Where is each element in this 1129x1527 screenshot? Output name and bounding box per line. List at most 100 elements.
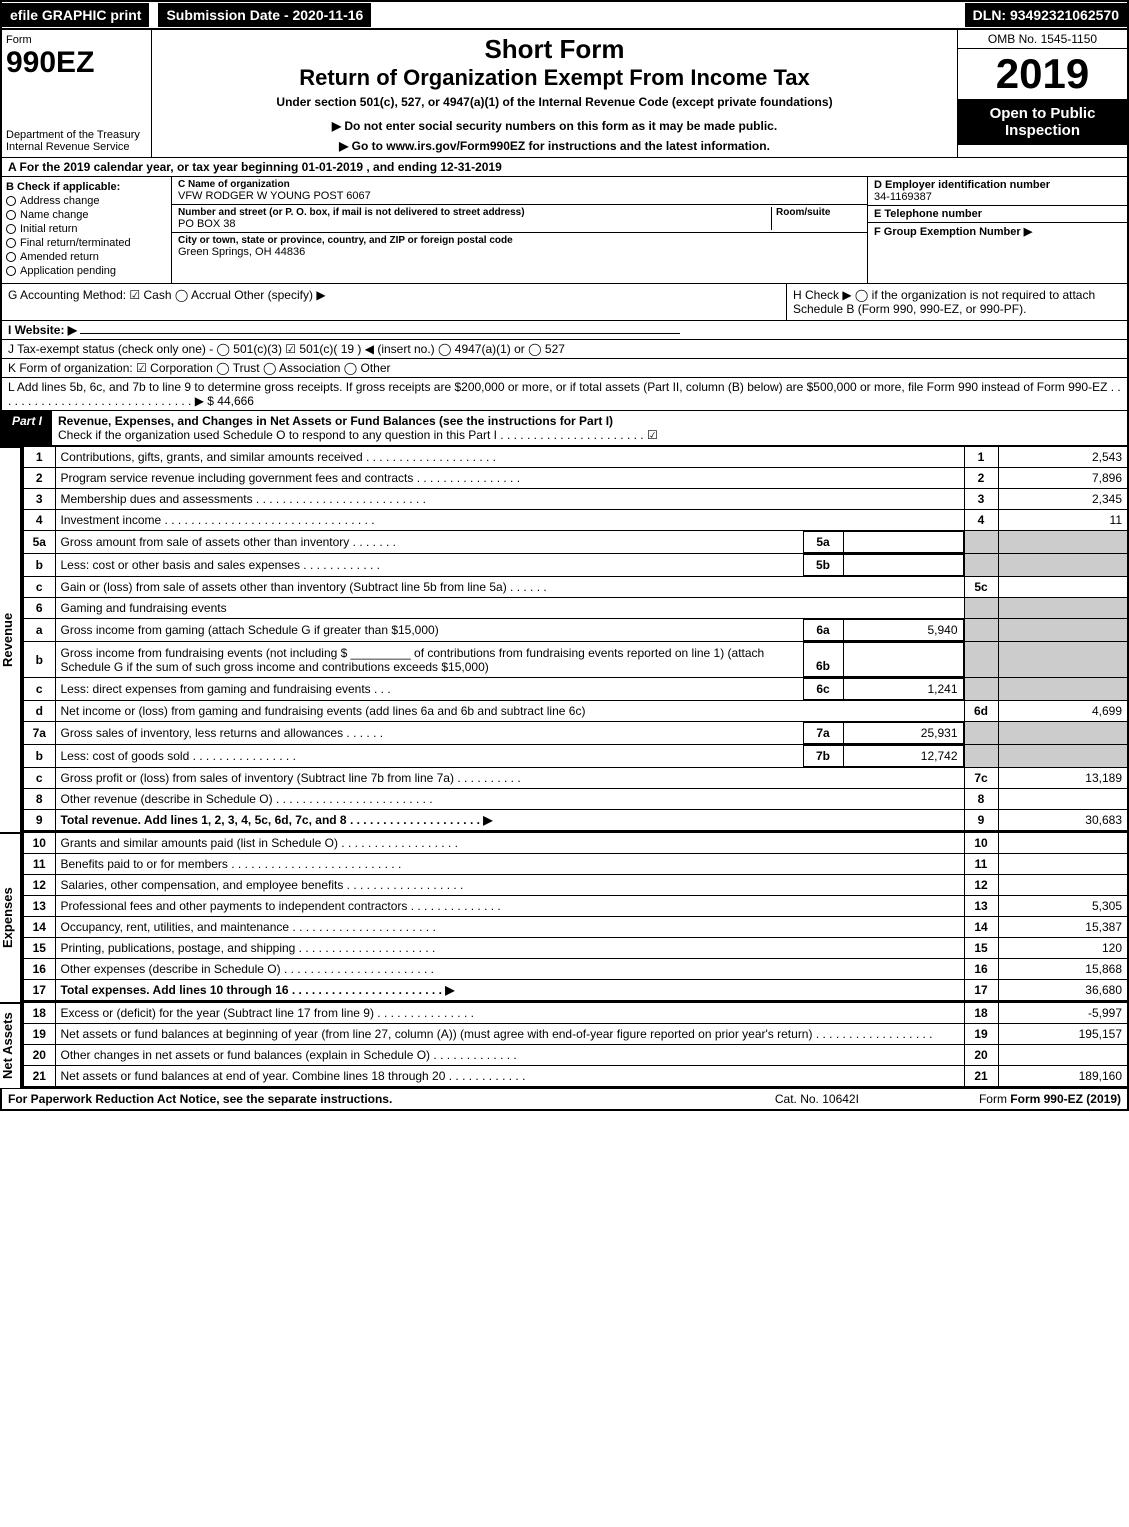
open-inspection-box: Open to Public Inspection — [958, 99, 1127, 145]
line-19: 19Net assets or fund balances at beginni… — [23, 1024, 1128, 1045]
group-exempt-cell: F Group Exemption Number ▶ — [868, 223, 1127, 240]
dln-badge: DLN: 93492321062570 — [965, 3, 1127, 27]
tax-exempt-status: J Tax-exempt status (check only one) - ◯… — [0, 340, 1129, 359]
line-9: 9Total revenue. Add lines 1, 2, 3, 4, 5c… — [23, 810, 1128, 832]
part1-tag: Part I — [2, 411, 52, 445]
org-city-cell: City or town, state or province, country… — [172, 233, 867, 260]
ein-label: D Employer identification number — [874, 179, 1121, 191]
line-6: 6Gaming and fundraising events — [23, 598, 1128, 619]
line-5b: bLess: cost or other basis and sales exp… — [23, 554, 1128, 577]
line-21: 21Net assets or fund balances at end of … — [23, 1066, 1128, 1088]
ein-cell: D Employer identification number 34-1169… — [868, 177, 1127, 206]
main-title: Return of Organization Exempt From Incom… — [160, 65, 949, 91]
city-label: City or town, state or province, country… — [178, 235, 861, 246]
line-6d: dNet income or (loss) from gaming and fu… — [23, 701, 1128, 722]
line-17: 17Total expenses. Add lines 10 through 1… — [23, 980, 1128, 1002]
line-8: 8Other revenue (describe in Schedule O) … — [23, 789, 1128, 810]
revenue-section: Revenue 1Contributions, gifts, grants, a… — [0, 446, 1129, 832]
form-of-organization: K Form of organization: ☑ Corporation ◯ … — [0, 359, 1129, 378]
line-10: 10Grants and similar amounts paid (list … — [23, 833, 1128, 854]
page-footer: For Paperwork Reduction Act Notice, see … — [0, 1088, 1129, 1111]
line-13: 13Professional fees and other payments t… — [23, 896, 1128, 917]
tax-year: 2019 — [958, 49, 1127, 99]
line-6a: aGross income from gaming (attach Schedu… — [23, 619, 1128, 642]
opt-amended-return[interactable]: Amended return — [6, 251, 167, 263]
line-16: 16Other expenses (describe in Schedule O… — [23, 959, 1128, 980]
opt-name-change[interactable]: Name change — [6, 209, 167, 221]
line-6b: bGross income from fundraising events (n… — [23, 642, 1128, 678]
phone-label: E Telephone number — [874, 208, 1121, 220]
omb-number: OMB No. 1545-1150 — [958, 30, 1127, 49]
short-form-title: Short Form — [160, 34, 949, 65]
line-7c: cGross profit or (loss) from sales of in… — [23, 768, 1128, 789]
org-name-cell: C Name of organization VFW RODGER W YOUN… — [172, 177, 867, 205]
line-20: 20Other changes in net assets or fund ba… — [23, 1045, 1128, 1066]
line-7a: 7aGross sales of inventory, less returns… — [23, 722, 1128, 745]
paperwork-notice: For Paperwork Reduction Act Notice, see … — [8, 1092, 775, 1106]
city-value: Green Springs, OH 44836 — [178, 246, 861, 258]
website-label: I Website: ▶ — [8, 323, 77, 337]
org-name: VFW RODGER W YOUNG POST 6067 — [178, 190, 861, 202]
form-footer-label: Form Form 990-EZ (2019) — [979, 1092, 1121, 1106]
ein-phone-group: D Employer identification number 34-1169… — [867, 177, 1127, 283]
website-line: I Website: ▶ — [0, 321, 1129, 340]
line-12: 12Salaries, other compensation, and empl… — [23, 875, 1128, 896]
group-exempt-label: F Group Exemption Number ▶ — [874, 226, 1032, 238]
expenses-section: Expenses 10Grants and similar amounts pa… — [0, 832, 1129, 1002]
col-b-header: B Check if applicable: — [6, 181, 167, 193]
efile-badge[interactable]: efile GRAPHIC print — [2, 3, 149, 27]
check-applicable: B Check if applicable: Address change Na… — [2, 177, 172, 283]
line-4: 4Investment income . . . . . . . . . . .… — [23, 510, 1128, 531]
line-14: 14Occupancy, rent, utilities, and mainte… — [23, 917, 1128, 938]
opt-initial-return[interactable]: Initial return — [6, 223, 167, 235]
line-5c: cGain or (loss) from sale of assets othe… — [23, 577, 1128, 598]
form-word: Form — [6, 34, 147, 46]
street-label: Number and street (or P. O. box, if mail… — [178, 207, 771, 218]
instructions-link[interactable]: ▶ Go to www.irs.gov/Form990EZ for instru… — [160, 139, 949, 153]
netassets-vlabel: Net Assets — [0, 1002, 22, 1088]
ssn-warning: ▶ Do not enter social security numbers o… — [160, 119, 949, 133]
line-15: 15Printing, publications, postage, and s… — [23, 938, 1128, 959]
part1-check-line: Check if the organization used Schedule … — [58, 428, 658, 442]
header-left: Form 990EZ Department of the Treasury In… — [2, 30, 152, 157]
line-11: 11Benefits paid to or for members . . . … — [23, 854, 1128, 875]
revenue-table: 1Contributions, gifts, grants, and simil… — [22, 446, 1129, 832]
dept-irs: Internal Revenue Service — [6, 141, 147, 153]
gross-receipts-line: L Add lines 5b, 6c, and 7b to line 9 to … — [0, 378, 1129, 411]
part1-title: Revenue, Expenses, and Changes in Net As… — [52, 411, 1127, 445]
expenses-vlabel: Expenses — [0, 832, 22, 1002]
line-6c: cLess: direct expenses from gaming and f… — [23, 678, 1128, 701]
cat-no: Cat. No. 10642I — [775, 1092, 859, 1106]
line-18: 18Excess or (deficit) for the year (Subt… — [23, 1003, 1128, 1024]
org-info-block: B Check if applicable: Address change Na… — [0, 177, 1129, 284]
form-number: 990EZ — [6, 46, 147, 80]
header-right: OMB No. 1545-1150 2019 Open to Public In… — [957, 30, 1127, 157]
phone-cell: E Telephone number — [868, 206, 1127, 223]
org-name-address: C Name of organization VFW RODGER W YOUN… — [172, 177, 867, 283]
opt-address-change[interactable]: Address change — [6, 195, 167, 207]
opt-final-return[interactable]: Final return/terminated — [6, 237, 167, 249]
line-3: 3Membership dues and assessments . . . .… — [23, 489, 1128, 510]
street-value: PO BOX 38 — [178, 218, 771, 230]
room-label: Room/suite — [776, 207, 861, 218]
header-center: Short Form Return of Organization Exempt… — [152, 30, 957, 157]
form-header: Form 990EZ Department of the Treasury In… — [0, 28, 1129, 158]
revenue-vlabel: Revenue — [0, 446, 22, 832]
schedule-b-check: H Check ▶ ◯ if the organization is not r… — [787, 284, 1127, 320]
netassets-section: Net Assets 18Excess or (deficit) for the… — [0, 1002, 1129, 1088]
netassets-table: 18Excess or (deficit) for the year (Subt… — [22, 1002, 1129, 1088]
dept-treasury: Department of the Treasury — [6, 129, 147, 141]
line-7b: bLess: cost of goods sold . . . . . . . … — [23, 745, 1128, 768]
tax-year-line: A For the 2019 calendar year, or tax yea… — [0, 158, 1129, 177]
line-1: 1Contributions, gifts, grants, and simil… — [23, 447, 1128, 468]
top-bar: efile GRAPHIC print Submission Date - 20… — [0, 0, 1129, 28]
expenses-table: 10Grants and similar amounts paid (list … — [22, 832, 1129, 1002]
subtitle: Under section 501(c), 527, or 4947(a)(1)… — [160, 95, 949, 109]
line-2: 2Program service revenue including gover… — [23, 468, 1128, 489]
line-5a: 5aGross amount from sale of assets other… — [23, 531, 1128, 554]
org-street-cell: Number and street (or P. O. box, if mail… — [172, 205, 867, 233]
accounting-schedule-row: G Accounting Method: ☑ Cash ◯ Accrual Ot… — [0, 284, 1129, 321]
accounting-method: G Accounting Method: ☑ Cash ◯ Accrual Ot… — [2, 284, 787, 320]
opt-application-pending[interactable]: Application pending — [6, 265, 167, 277]
ein-value: 34-1169387 — [874, 191, 1121, 203]
